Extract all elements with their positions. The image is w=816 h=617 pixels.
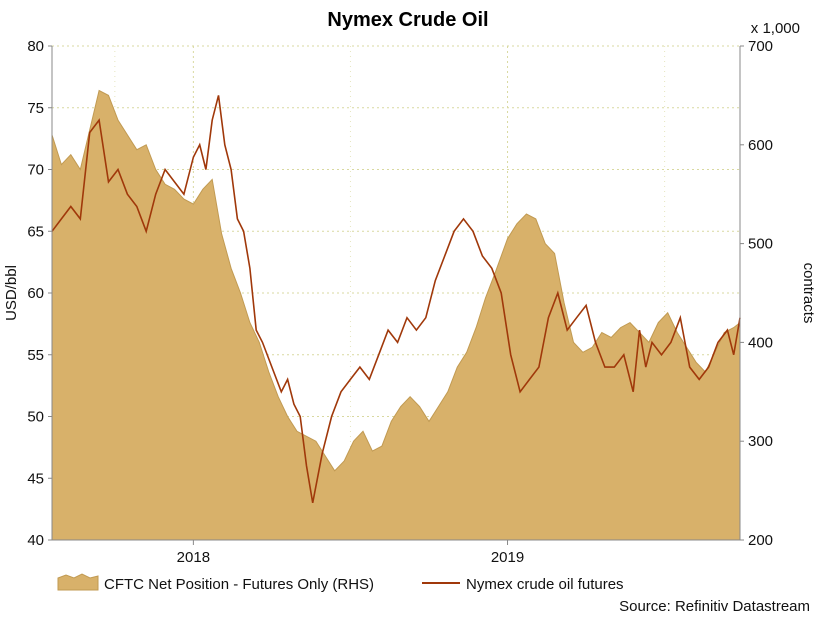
right-tick-label: 200 [748, 532, 773, 549]
nymex-price-line [51, 95, 741, 504]
right-axis-unit-note: x 1,000 [751, 20, 800, 37]
legend-swatch-area [57, 573, 99, 591]
left-tick-label: 65 [27, 223, 44, 240]
left-tick-label: 70 [27, 162, 44, 179]
left-tick-label: 55 [27, 347, 44, 364]
left-tick-label: 50 [27, 409, 44, 426]
left-tick-label: 60 [27, 285, 44, 302]
legend: CFTC Net Position - Futures Only (RHS) Ny… [57, 573, 624, 593]
x-tick-label: 2018 [177, 549, 210, 566]
right-tick-label: 300 [748, 433, 773, 450]
left-tick-label: 80 [27, 38, 44, 55]
source-note: Source: Refinitiv Datastream [619, 598, 810, 615]
right-axis-label: contracts [800, 263, 816, 324]
left-tick-label: 45 [27, 470, 44, 487]
x-tick-label: 2019 [491, 549, 524, 566]
legend-label-nymex: Nymex crude oil futures [466, 576, 624, 593]
right-tick-label: 500 [748, 236, 773, 253]
cftc-net-position-area [51, 89, 741, 541]
left-tick-label: 75 [27, 100, 44, 117]
right-tick-label: 700 [748, 38, 773, 55]
right-tick-label: 600 [748, 137, 773, 154]
chart-title: Nymex Crude Oil [327, 9, 488, 31]
legend-label-cftc: CFTC Net Position - Futures Only (RHS) [104, 576, 374, 593]
left-tick-label: 40 [27, 532, 44, 549]
plot-area: 80 75 70 65 60 55 50 45 40 700 600 500 400 300 200 2018… [27, 38, 773, 566]
right-tick-label: 400 [748, 334, 773, 351]
left-axis-label: USD/bbl [3, 265, 20, 321]
